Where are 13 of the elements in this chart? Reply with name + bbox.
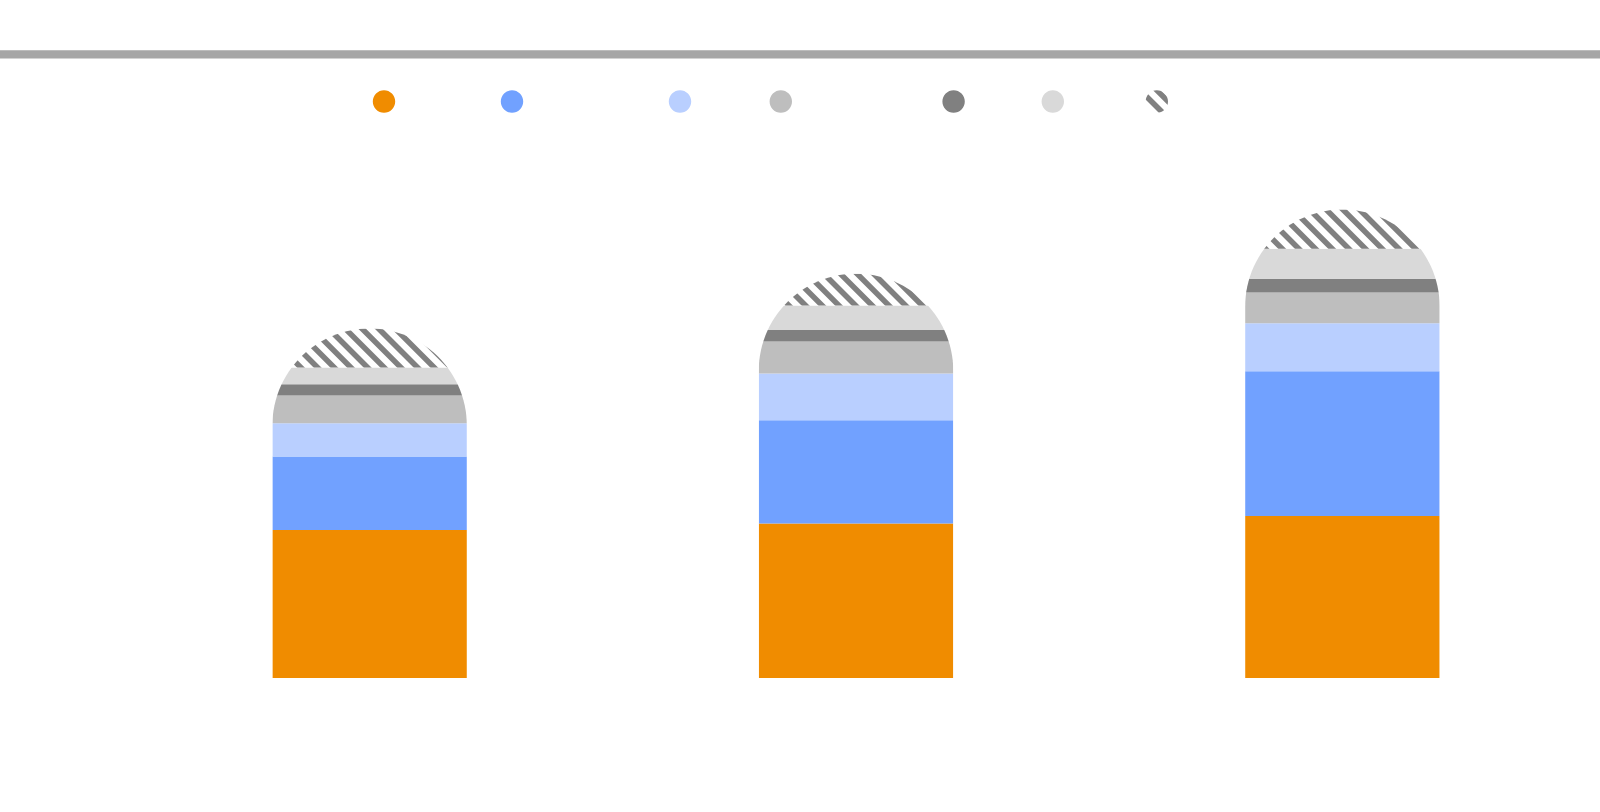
bar [272, 456, 467, 530]
bar [272, 395, 467, 424]
bar [1245, 515, 1440, 679]
bar [1245, 371, 1440, 516]
bar [758, 523, 954, 679]
bar [758, 373, 954, 421]
bar [1245, 323, 1440, 372]
bar [272, 423, 467, 457]
bar [1245, 292, 1440, 324]
bar [1245, 278, 1440, 293]
bar [758, 420, 954, 524]
bar [758, 341, 954, 374]
bar [272, 529, 467, 679]
